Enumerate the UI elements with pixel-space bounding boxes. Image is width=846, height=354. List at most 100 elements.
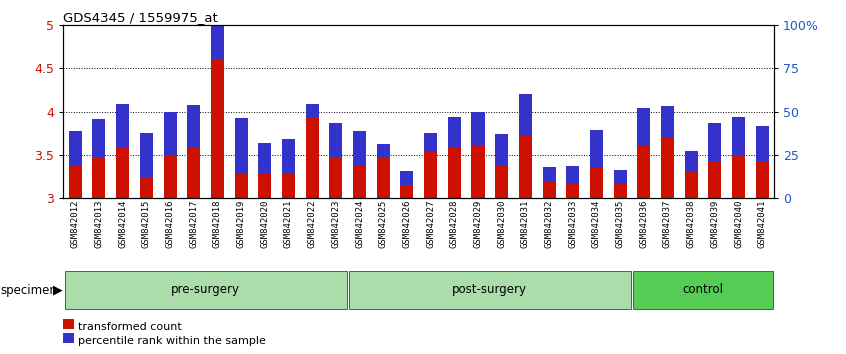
Bar — [140, 133, 153, 177]
Bar — [613, 183, 627, 198]
Bar — [708, 161, 722, 198]
Text: GSM842040: GSM842040 — [734, 200, 743, 248]
Bar — [732, 155, 745, 198]
Bar — [258, 174, 272, 198]
Bar — [684, 152, 698, 172]
Bar — [116, 104, 129, 147]
Bar — [684, 172, 698, 198]
Text: GSM842019: GSM842019 — [237, 200, 245, 248]
Bar — [708, 123, 722, 161]
Text: GSM842014: GSM842014 — [118, 200, 127, 248]
Bar — [590, 168, 603, 198]
Bar — [755, 161, 769, 198]
Bar — [613, 170, 627, 183]
Bar — [234, 119, 248, 174]
Bar — [258, 143, 272, 174]
Text: GSM842038: GSM842038 — [687, 200, 695, 248]
Text: control: control — [683, 283, 723, 296]
Text: GSM842024: GSM842024 — [355, 200, 364, 248]
Text: GSM842035: GSM842035 — [616, 200, 624, 248]
Bar — [448, 117, 461, 148]
Bar — [353, 131, 366, 166]
Bar — [400, 171, 414, 185]
Bar — [495, 134, 508, 165]
Bar — [329, 158, 343, 198]
Bar — [590, 130, 603, 168]
Bar — [376, 158, 390, 198]
Bar — [566, 183, 580, 198]
Bar — [495, 165, 508, 198]
Bar — [519, 94, 532, 136]
Text: GSM842041: GSM842041 — [758, 200, 766, 248]
Bar — [305, 104, 319, 118]
Bar — [211, 59, 224, 198]
Bar — [69, 131, 82, 165]
Bar — [471, 146, 485, 198]
Bar — [349, 271, 631, 309]
Text: GSM842020: GSM842020 — [261, 200, 269, 248]
Bar — [424, 150, 437, 198]
Text: GSM842032: GSM842032 — [545, 200, 553, 248]
Bar — [519, 136, 532, 198]
Text: GSM842026: GSM842026 — [403, 200, 411, 248]
Text: transformed count: transformed count — [78, 322, 182, 332]
Bar — [187, 104, 201, 148]
Bar — [542, 167, 556, 181]
Bar — [305, 118, 319, 198]
Text: GSM842028: GSM842028 — [450, 200, 459, 248]
Bar — [234, 174, 248, 198]
Bar — [211, 0, 224, 59]
Bar — [755, 126, 769, 161]
Bar — [163, 155, 177, 198]
Bar — [64, 271, 347, 309]
Text: ▶: ▶ — [53, 284, 63, 297]
Text: GSM842037: GSM842037 — [663, 200, 672, 248]
Bar — [329, 123, 343, 158]
Bar — [633, 271, 773, 309]
Bar — [637, 108, 651, 146]
Text: post-surgery: post-surgery — [453, 283, 527, 296]
Text: GSM842036: GSM842036 — [640, 200, 648, 248]
Text: specimen: specimen — [1, 284, 58, 297]
Bar — [353, 166, 366, 198]
Text: GSM842033: GSM842033 — [569, 200, 577, 248]
Text: GSM842027: GSM842027 — [426, 200, 435, 248]
Text: GSM842022: GSM842022 — [308, 200, 316, 248]
Bar — [661, 106, 674, 137]
Text: GDS4345 / 1559975_at: GDS4345 / 1559975_at — [63, 11, 218, 24]
Bar — [282, 139, 295, 174]
Text: GSM842017: GSM842017 — [190, 200, 198, 248]
Text: GSM842021: GSM842021 — [284, 200, 293, 248]
Text: percentile rank within the sample: percentile rank within the sample — [78, 336, 266, 346]
Text: GSM842039: GSM842039 — [711, 200, 719, 248]
Text: GSM842030: GSM842030 — [497, 200, 506, 248]
Bar — [448, 148, 461, 198]
Bar — [732, 117, 745, 155]
Bar — [92, 158, 106, 198]
Text: pre-surgery: pre-surgery — [171, 283, 240, 296]
Bar — [282, 174, 295, 198]
Bar — [163, 112, 177, 155]
Bar — [661, 137, 674, 198]
Bar — [637, 146, 651, 198]
Bar — [187, 148, 201, 198]
Text: GSM842029: GSM842029 — [474, 200, 482, 248]
Bar — [116, 147, 129, 198]
Bar — [400, 185, 414, 198]
Text: GSM842016: GSM842016 — [166, 200, 174, 248]
Text: GSM842031: GSM842031 — [521, 200, 530, 248]
Bar — [69, 165, 82, 198]
Bar — [471, 112, 485, 146]
Bar — [140, 177, 153, 198]
Text: GSM842012: GSM842012 — [71, 200, 80, 248]
Bar — [376, 144, 390, 158]
Text: GSM842015: GSM842015 — [142, 200, 151, 248]
Bar — [424, 133, 437, 150]
Bar — [92, 119, 106, 158]
Text: GSM842034: GSM842034 — [592, 200, 601, 248]
Text: GSM842023: GSM842023 — [332, 200, 340, 248]
Text: GSM842025: GSM842025 — [379, 200, 387, 248]
Bar — [542, 181, 556, 198]
Bar — [566, 166, 580, 183]
Text: GSM842018: GSM842018 — [213, 200, 222, 248]
